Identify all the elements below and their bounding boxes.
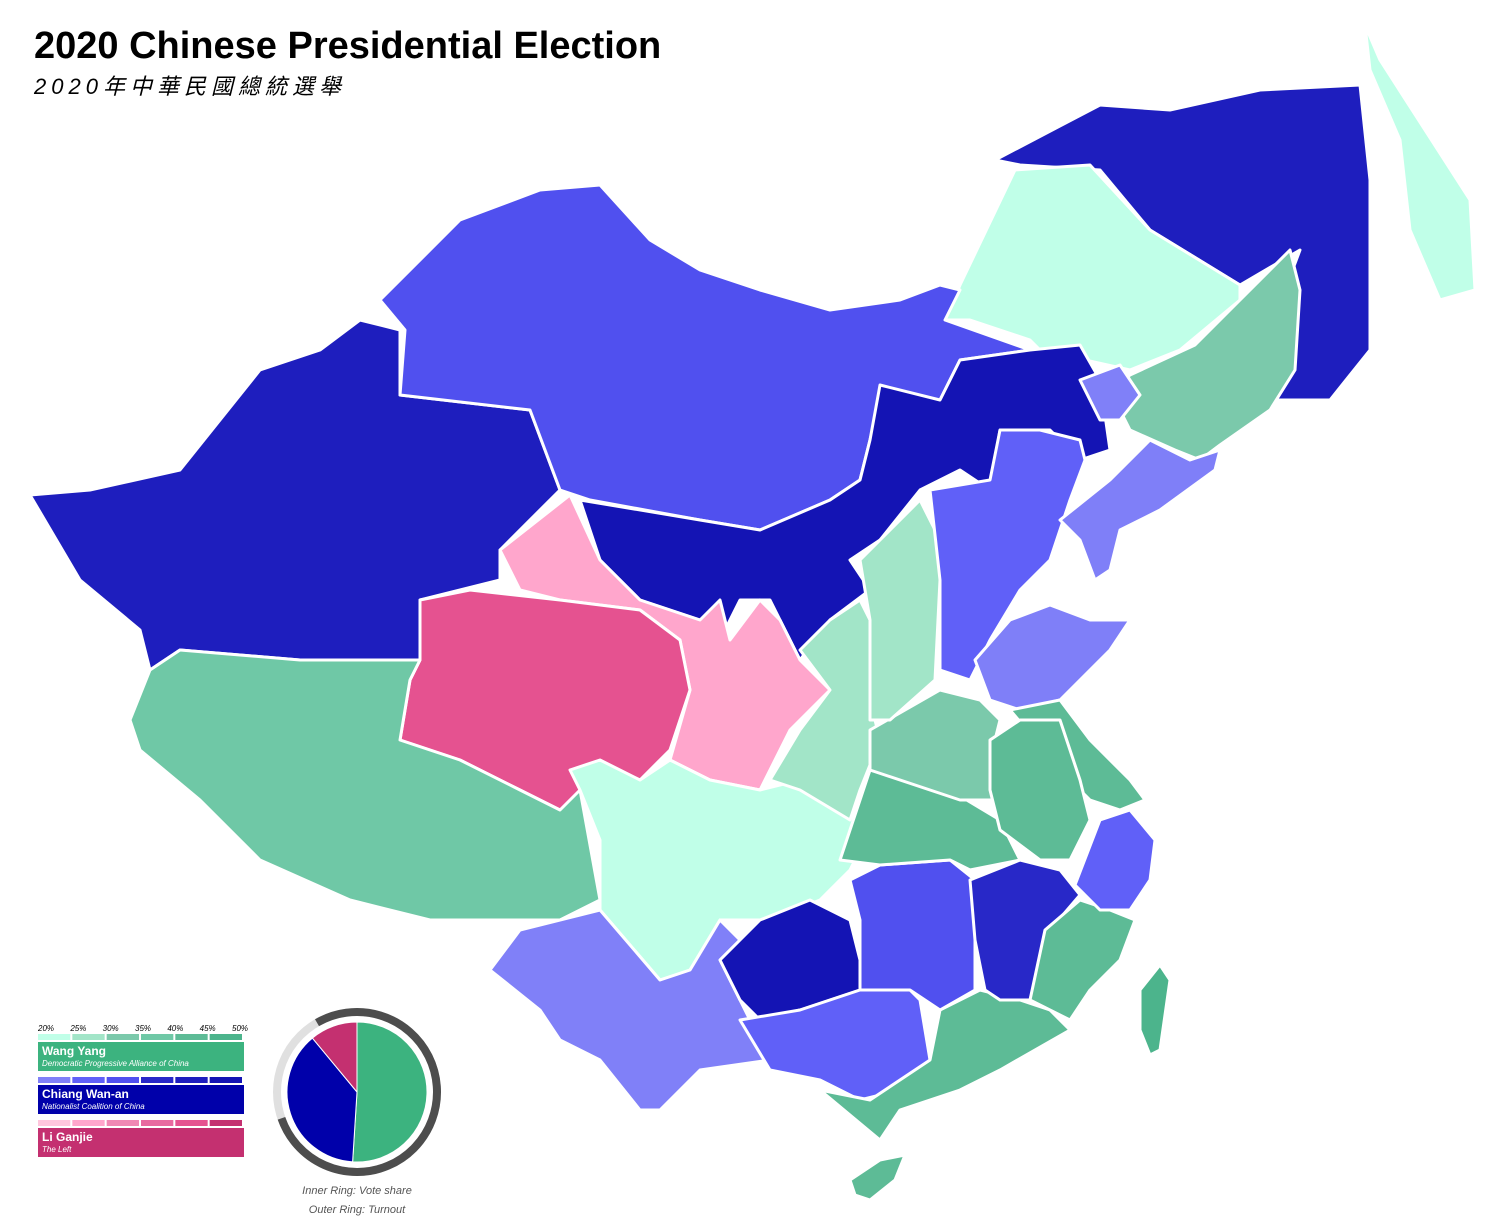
region [858,498,942,722]
shade-swatch [72,1120,105,1126]
candidate-name: Wang Yang [42,1044,106,1058]
region [848,858,977,1012]
candidate-name: Li Ganjie [42,1130,93,1144]
scale-label: 35% [135,1024,151,1033]
region [1073,808,1157,912]
shade-swatch [38,1077,71,1083]
scale-label: 20% [37,1024,54,1033]
shade-swatch [175,1034,208,1040]
shade-swatch [141,1077,174,1083]
shade-swatch [106,1034,139,1040]
pie-slice [352,1021,428,1163]
region [988,718,1092,862]
turnout-pie: Inner Ring: Vote share Outer Ring: Turnou… [273,1008,441,1216]
candidate-party: The Left [42,1145,72,1154]
candidate-party: Nationalist Coalition of China [42,1102,145,1111]
region [928,428,1087,682]
turnout-arc [277,1008,441,1176]
shade-swatch [175,1077,208,1083]
scale-label: 25% [69,1024,86,1033]
scale-label: 50% [232,1024,248,1033]
pie-slice [286,1037,358,1163]
legend: 20% 25% 30% 35% 40% 45% 50% Wang YangDemocratic… [37,1024,248,1157]
shade-swatch [72,1034,105,1040]
region [1108,248,1302,462]
region [1058,438,1222,582]
shade-swatch [175,1120,208,1126]
shade-swatch [106,1077,139,1083]
pie-caption: Inner Ring: Vote share [302,1185,412,1197]
pie-caption: Outer Ring: Turnout [309,1204,406,1216]
shade-swatch [38,1034,71,1040]
candidate-party: Democratic Progressive Alliance of China [42,1059,189,1068]
candidate-box [38,1042,244,1071]
map [28,23,1477,1202]
scale-label: 40% [167,1024,183,1033]
candidate-box [38,1085,244,1114]
pie-slice [311,1021,358,1094]
region [973,603,1132,712]
shade-swatch [209,1034,242,1040]
region [1138,963,1172,1057]
shade-swatch [209,1077,242,1083]
scale-label: 45% [200,1024,216,1033]
scale-label: 30% [103,1024,119,1033]
shade-swatch [209,1120,242,1126]
shade-swatch [72,1077,105,1083]
region [1078,363,1142,422]
title: 2020 Chinese Presidential Election [34,25,661,67]
region [1363,23,1477,302]
shade-swatch [141,1034,174,1040]
subtitle: 2020年中華民國總統選舉 [33,74,346,99]
shade-swatch [106,1120,139,1126]
shade-swatch [38,1120,71,1126]
region [1028,898,1137,1022]
shade-swatch [141,1120,174,1126]
region [848,1153,907,1202]
candidate-name: Chiang Wan-an [42,1087,129,1101]
candidate-box [38,1128,244,1157]
